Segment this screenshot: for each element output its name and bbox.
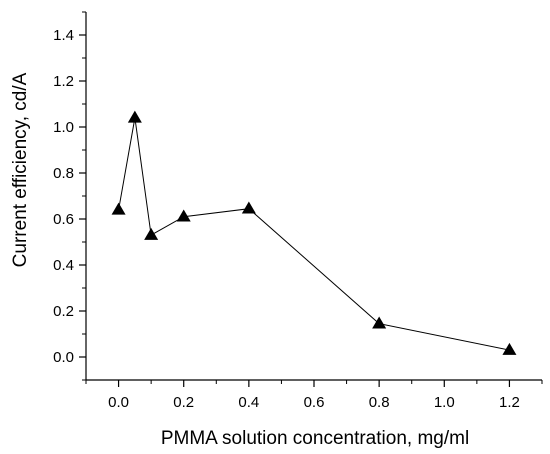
data-point bbox=[144, 227, 159, 240]
x-tick-label: 0.6 bbox=[304, 394, 325, 411]
x-tick-label: 1.2 bbox=[499, 394, 520, 411]
x-tick-label: 0.4 bbox=[238, 394, 259, 411]
y-tick-label: 1.2 bbox=[53, 73, 74, 90]
axes bbox=[85, 12, 542, 381]
y-tick-label: 0.6 bbox=[53, 211, 74, 228]
series bbox=[111, 110, 517, 355]
y-axis-label: Current efficiency, cd/A bbox=[10, 72, 31, 267]
y-tick-label: 0.8 bbox=[53, 165, 74, 182]
data-point bbox=[241, 201, 256, 214]
series-line bbox=[118, 117, 510, 351]
ticks: 0.0 0.2 0.4 0.6 0.8 1.0 1.2 1.4 0.0 0.2 0.4 0.6 0.8 1… bbox=[53, 11, 543, 411]
data-point bbox=[127, 110, 142, 123]
data-point bbox=[111, 202, 126, 215]
x-tick-label: 0.8 bbox=[369, 394, 390, 411]
y-tick-label: 0.4 bbox=[53, 257, 74, 274]
data-point bbox=[372, 316, 387, 329]
x-tick-label: 1.0 bbox=[434, 394, 455, 411]
x-tick-label: 0.2 bbox=[173, 394, 194, 411]
y-tick-label: 0.0 bbox=[53, 349, 74, 366]
y-tick-label: 0.2 bbox=[53, 303, 74, 320]
data-point bbox=[502, 342, 517, 355]
x-tick-label: 0.0 bbox=[108, 394, 129, 411]
data-point bbox=[176, 209, 191, 222]
y-tick-label: 1.4 bbox=[53, 27, 74, 44]
y-tick-label: 1.0 bbox=[53, 119, 74, 136]
x-axis-label: PMMA solution concentration, mg/ml bbox=[161, 428, 469, 449]
